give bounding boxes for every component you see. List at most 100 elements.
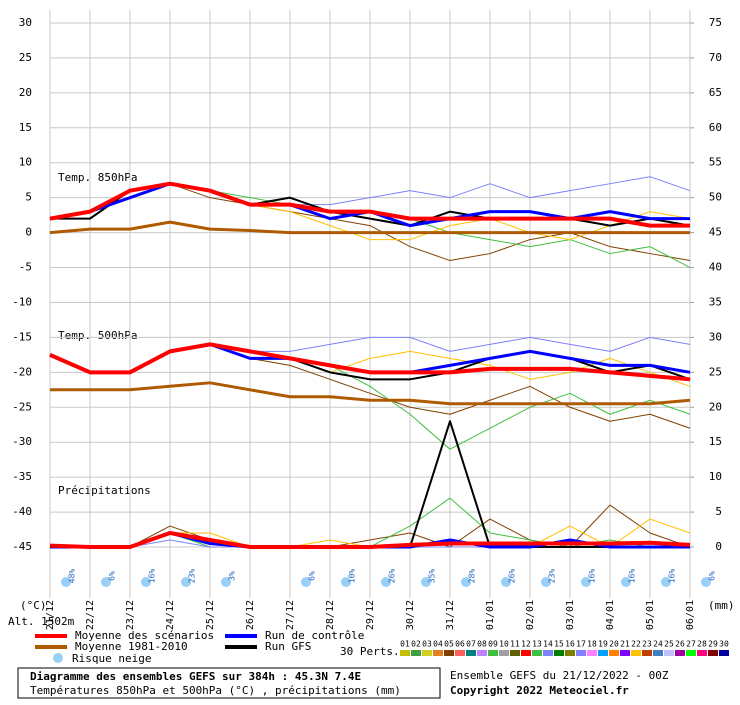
legend-label: Risque neige: [72, 652, 151, 665]
x-tick-label: 26/12: [245, 600, 256, 630]
legend-label: Moyenne des scénarios: [75, 629, 214, 642]
x-tick-label: 04/01: [605, 600, 616, 630]
pert-number: 19: [598, 640, 608, 649]
y-tick-label: 30: [19, 16, 32, 29]
pert-number: 12: [521, 640, 531, 649]
pert-number: 05: [444, 640, 454, 649]
pert-number: 08: [477, 640, 487, 649]
pert-swatch: [675, 650, 685, 656]
y-tick-label: -30: [12, 435, 32, 448]
series-500: [50, 381, 691, 406]
snow-risk-label: 6%: [308, 571, 317, 581]
snow-risk-label: 6%: [108, 571, 117, 581]
snow-icon: [141, 577, 151, 587]
pert-number: 07: [466, 640, 476, 649]
snow-risk-label: 23%: [188, 569, 197, 584]
y-tick-label: -20: [12, 365, 32, 378]
pert-swatch: [422, 650, 432, 656]
y2-tick-label: 10: [709, 470, 722, 483]
pert-number: 14: [543, 640, 553, 649]
snow-risk-label: 26%: [508, 569, 517, 584]
pert-swatch: [642, 650, 652, 656]
x-tick-label: 25/12: [205, 600, 216, 630]
snow-icon: [421, 577, 431, 587]
series-precip: [49, 531, 691, 549]
snow-risk-label: 6%: [708, 571, 717, 581]
snow-risk-label: 16%: [668, 569, 677, 584]
footer-title: Diagramme des ensembles GEFS sur 384h : …: [30, 670, 361, 683]
pert-swatch: [576, 650, 586, 656]
pert-swatch: [565, 650, 575, 656]
pert-swatch: [455, 650, 465, 656]
snow-icon: [621, 577, 631, 587]
pert-number: 25: [664, 640, 674, 649]
pert-swatch: [510, 650, 520, 656]
legend-label: Run GFS: [265, 640, 311, 653]
pert-number: 26: [675, 640, 685, 649]
snow-icon: [501, 577, 511, 587]
pert-number: 29: [708, 640, 718, 649]
pert-number: 04: [433, 640, 443, 649]
y-tick-label: -10: [12, 295, 32, 308]
pert-swatch: [697, 650, 707, 656]
y2-tick-label: 20: [709, 400, 722, 413]
pert-number: 09: [488, 640, 498, 649]
y-tick-label: -25: [12, 400, 32, 413]
y-tick-label: 10: [19, 156, 32, 169]
x-tick-label: 29/12: [365, 600, 376, 630]
label-850: Temp. 850hPa: [58, 171, 137, 184]
pert-number: 18: [587, 640, 597, 649]
y-tick-label: 25: [19, 51, 32, 64]
pert-swatch: [631, 650, 641, 656]
pert-swatch: [411, 650, 421, 656]
x-tick-label: 23/12: [125, 600, 136, 630]
pert-number: 28: [697, 640, 707, 649]
legend-label: Run de contrôle: [265, 629, 364, 642]
y2-tick-label: 0: [715, 540, 722, 553]
label-500: Temp. 500hPa: [58, 329, 137, 342]
snow-icon: [661, 577, 671, 587]
x-tick-label: 27/12: [285, 600, 296, 630]
pert-swatch: [708, 650, 718, 656]
snow-risk-label: 16%: [148, 569, 157, 584]
y2-tick-label: 65: [709, 86, 722, 99]
x-tick-label: 06/01: [685, 600, 696, 630]
y-tick-label: -15: [12, 330, 32, 343]
pert-swatch: [488, 650, 498, 656]
pert-swatch: [686, 650, 696, 656]
y-tick-label: -40: [12, 505, 32, 518]
y2-tick-label: 15: [709, 435, 722, 448]
snow-icon: [341, 577, 351, 587]
y2-tick-label: 25: [709, 365, 722, 378]
pert-number: 13: [532, 640, 542, 649]
snow-risk-label: 26%: [388, 569, 397, 584]
pert-number: 02: [411, 640, 421, 649]
pert-number: 06: [455, 640, 465, 649]
snow-risk-label: 16%: [588, 569, 597, 584]
pert-number: 27: [686, 640, 696, 649]
y2-tick-label: 35: [709, 295, 722, 308]
snow-icon: [381, 577, 391, 587]
snow-risk-label: 16%: [628, 569, 637, 584]
snow-icon: [701, 577, 711, 587]
y-tick-label: 5: [25, 191, 32, 204]
pert-swatch: [719, 650, 729, 656]
pert-swatch: [554, 650, 564, 656]
pert-swatch: [477, 650, 487, 656]
pert-number: 23: [642, 640, 652, 649]
y2-tick-label: 60: [709, 121, 722, 134]
snow-icon: [61, 577, 71, 587]
x-tick-label: 03/01: [565, 600, 576, 630]
x-tick-label: 22/12: [85, 600, 96, 630]
pert-swatch: [532, 650, 542, 656]
snow-icon: [541, 577, 551, 587]
pert-number: 03: [422, 640, 432, 649]
y2-tick-label: 50: [709, 191, 722, 204]
pert-swatch: [466, 650, 476, 656]
x-tick-label: 24/12: [165, 600, 176, 630]
y-tick-label: 15: [19, 121, 32, 134]
pert-number: 20: [609, 640, 619, 649]
y2-tick-label: 5: [715, 505, 722, 518]
pert-swatch: [400, 650, 410, 656]
y2-tick-label: 40: [709, 261, 722, 274]
